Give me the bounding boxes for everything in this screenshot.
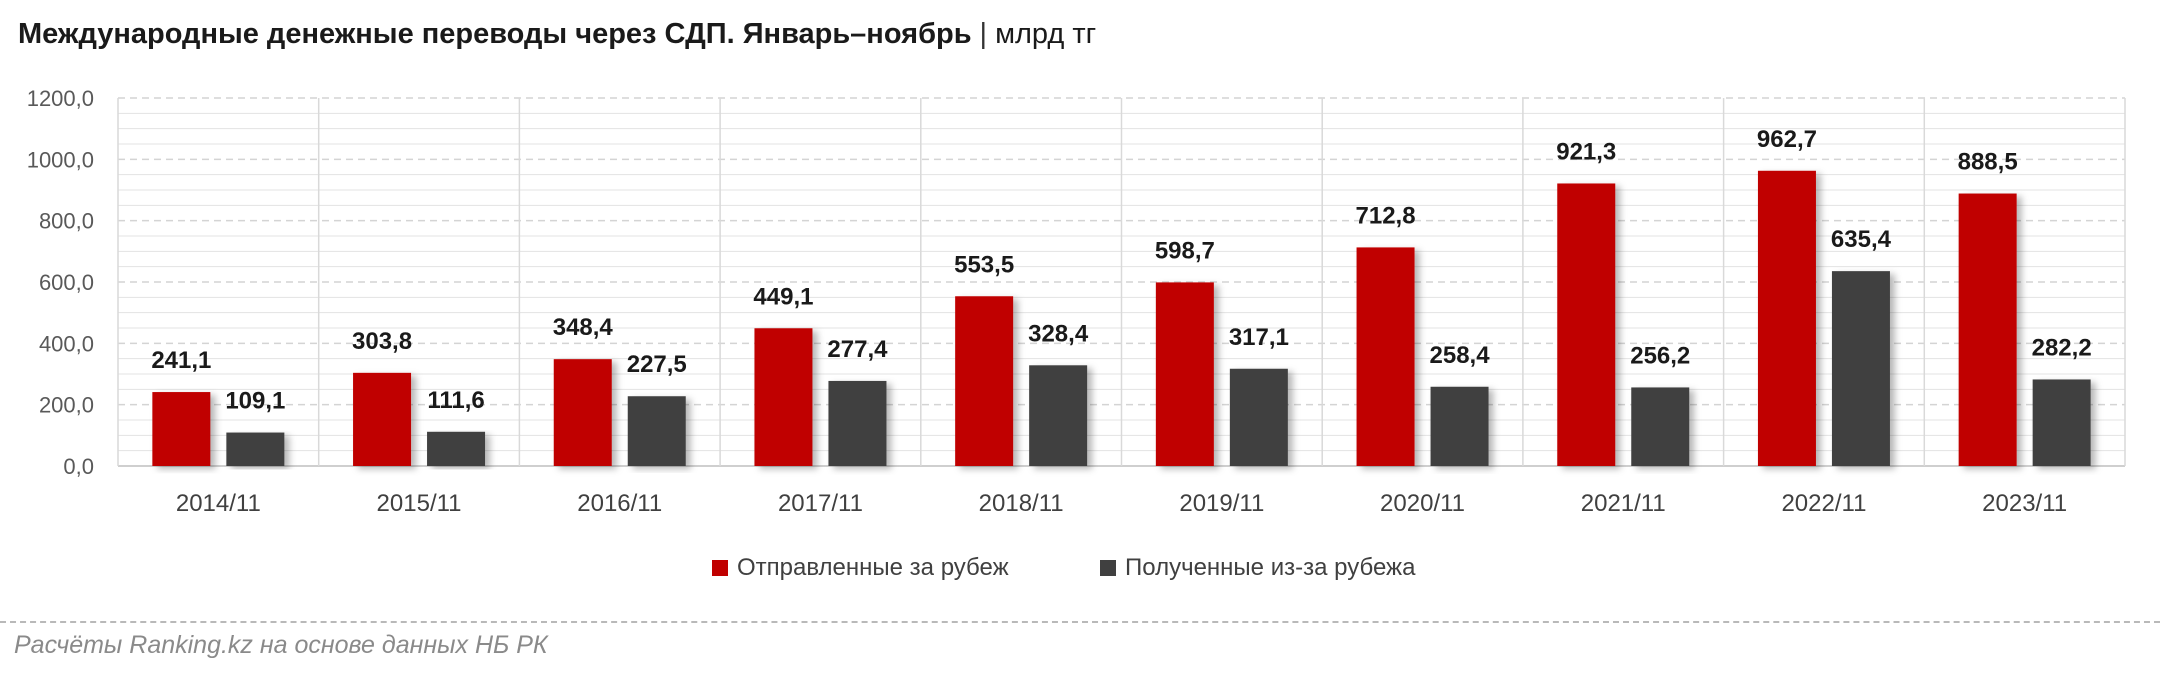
y-tick-label: 800,0: [39, 209, 94, 234]
data-label-received: 277,4: [827, 336, 888, 363]
x-tick-label: 2023/11: [1982, 490, 2067, 517]
y-tick-label: 200,0: [39, 393, 94, 418]
y-tick-label: 0,0: [63, 454, 94, 479]
bar-received: [226, 432, 285, 466]
bar-sent: [152, 392, 211, 466]
bar-sent: [553, 359, 612, 466]
data-label-received: 317,1: [1229, 324, 1289, 351]
legend-label-sent: Отправленные за рубеж: [737, 554, 1009, 581]
bar-received: [1430, 386, 1489, 466]
title-separator: |: [979, 18, 988, 50]
bar-sent: [1356, 247, 1415, 466]
chart-unit: млрд тг: [995, 18, 1097, 50]
data-label-sent: 348,4: [553, 314, 614, 341]
x-tick-label: 2020/11: [1380, 490, 1465, 517]
source-note: Расчёты Ranking.kz на основе данных НБ Р…: [14, 631, 548, 659]
y-tick-label: 1000,0: [27, 147, 94, 172]
x-tick-label: 2022/11: [1781, 490, 1866, 517]
x-tick-label: 2017/11: [778, 490, 863, 517]
bar-received: [1229, 368, 1288, 466]
chart-title: Международные денежные переводы через СД…: [18, 18, 972, 50]
x-tick-label: 2019/11: [1179, 490, 1264, 517]
data-label-received: 111,6: [427, 387, 484, 414]
bar-received: [828, 380, 887, 466]
data-label-received: 109,1: [225, 388, 285, 415]
y-tick-label: 400,0: [39, 331, 94, 356]
bar-sent: [955, 296, 1014, 466]
bar-received: [427, 431, 486, 466]
bar-received: [1831, 271, 1890, 466]
data-label-sent: 449,1: [753, 283, 813, 310]
data-label-sent: 241,1: [151, 347, 211, 374]
x-tick-label: 2014/11: [176, 490, 261, 517]
data-label-sent: 888,5: [1958, 149, 2018, 176]
data-label-received: 282,2: [2032, 334, 2092, 361]
y-tick-label: 600,0: [39, 270, 94, 295]
data-label-received: 635,4: [1831, 226, 1892, 253]
bar-received: [1631, 387, 1690, 466]
data-label-received: 328,4: [1028, 320, 1089, 347]
x-tick-label: 2016/11: [577, 490, 662, 517]
bar-sent: [353, 372, 412, 466]
bar-sent: [1557, 183, 1616, 466]
legend-swatch-sent: [712, 560, 728, 576]
x-tick-label: 2015/11: [377, 490, 462, 517]
footer-divider: [0, 621, 2160, 623]
data-label-received: 258,4: [1430, 342, 1491, 369]
data-label-sent: 921,3: [1556, 138, 1616, 165]
data-label-received: 227,5: [627, 351, 687, 378]
data-label-received: 256,2: [1630, 342, 1690, 369]
bar-sent: [1155, 282, 1214, 466]
data-label-sent: 598,7: [1155, 237, 1215, 264]
x-tick-label: 2021/11: [1581, 490, 1666, 517]
x-tick-label: 2018/11: [979, 490, 1064, 517]
legend-label-received: Полученные из-за рубежа: [1125, 554, 1416, 581]
data-label-sent: 962,7: [1757, 126, 1817, 153]
legend-swatch-received: [1100, 560, 1116, 576]
data-label-sent: 553,5: [954, 251, 1014, 278]
y-tick-label: 1200,0: [27, 86, 94, 111]
bar-sent: [754, 328, 813, 466]
bar-received: [627, 396, 686, 466]
chart-title-row: Международные денежные переводы через СД…: [18, 18, 1096, 51]
bar-received: [2032, 379, 2091, 466]
bar-sent: [1958, 193, 2017, 466]
data-label-sent: 712,8: [1356, 202, 1416, 229]
bar-sent: [1757, 170, 1816, 466]
data-label-sent: 303,8: [352, 328, 412, 355]
bar-received: [1029, 365, 1088, 466]
